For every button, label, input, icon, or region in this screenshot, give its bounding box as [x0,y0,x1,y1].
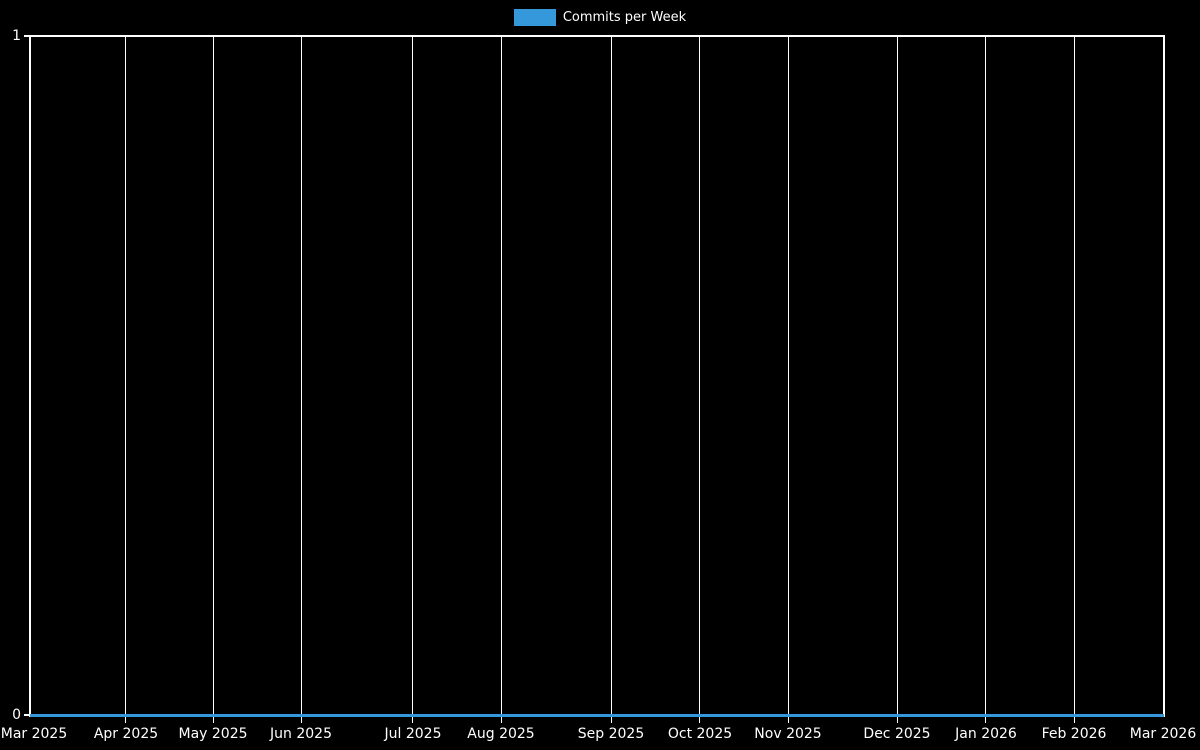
plot-area [30,36,1164,715]
x-axis-tick-label: Aug 2025 [467,726,535,742]
gridline-vertical [1074,36,1075,723]
gridline-vertical [125,36,126,723]
gridline-vertical [301,36,302,723]
x-axis-tick-label: Sep 2025 [577,726,645,742]
x-axis-tick-label: Oct 2025 [667,726,733,742]
gridline-vertical [501,36,502,723]
gridline-vertical [412,36,413,723]
gridline-vertical [699,36,700,723]
x-axis-tick-label: Jun 2025 [270,726,332,742]
y-axis-label-min: 0 [12,707,21,723]
gridline-vertical [788,36,789,723]
x-axis-tick-label: Apr 2025 [93,726,159,742]
x-axis-tick-label: Jan 2026 [955,726,1017,742]
x-axis-tick-label: Mar 2025 [0,726,68,742]
legend-entry-commits-per-week[interactable]: Commits per Week [513,8,687,26]
axis-top-border [30,35,1165,37]
x-axis-tick-label: May 2025 [178,726,248,742]
gridline-vertical [897,36,898,723]
gridline-vertical [611,36,612,723]
y-axis-tick-mark [24,714,31,716]
x-axis-tick-label: Mar 2026 [1129,726,1197,742]
gridline-vertical [985,36,986,723]
x-axis-tick-label: Nov 2025 [754,726,822,742]
x-axis-tick-label: Jul 2025 [384,726,442,742]
y-axis-tick-mark [24,35,31,37]
legend-color-swatch-icon [513,8,556,26]
x-axis-tick-label: Feb 2026 [1041,726,1107,742]
y-axis-label-max: 1 [12,28,21,44]
gridline-vertical [213,36,214,723]
axis-right-border [1163,35,1165,717]
legend-label: Commits per Week [562,9,687,25]
x-axis-tick-label: Dec 2025 [863,726,931,742]
chart-legend: Commits per Week [0,0,1200,34]
axis-left-line [29,35,31,717]
series-commits-per-week [30,714,1164,717]
